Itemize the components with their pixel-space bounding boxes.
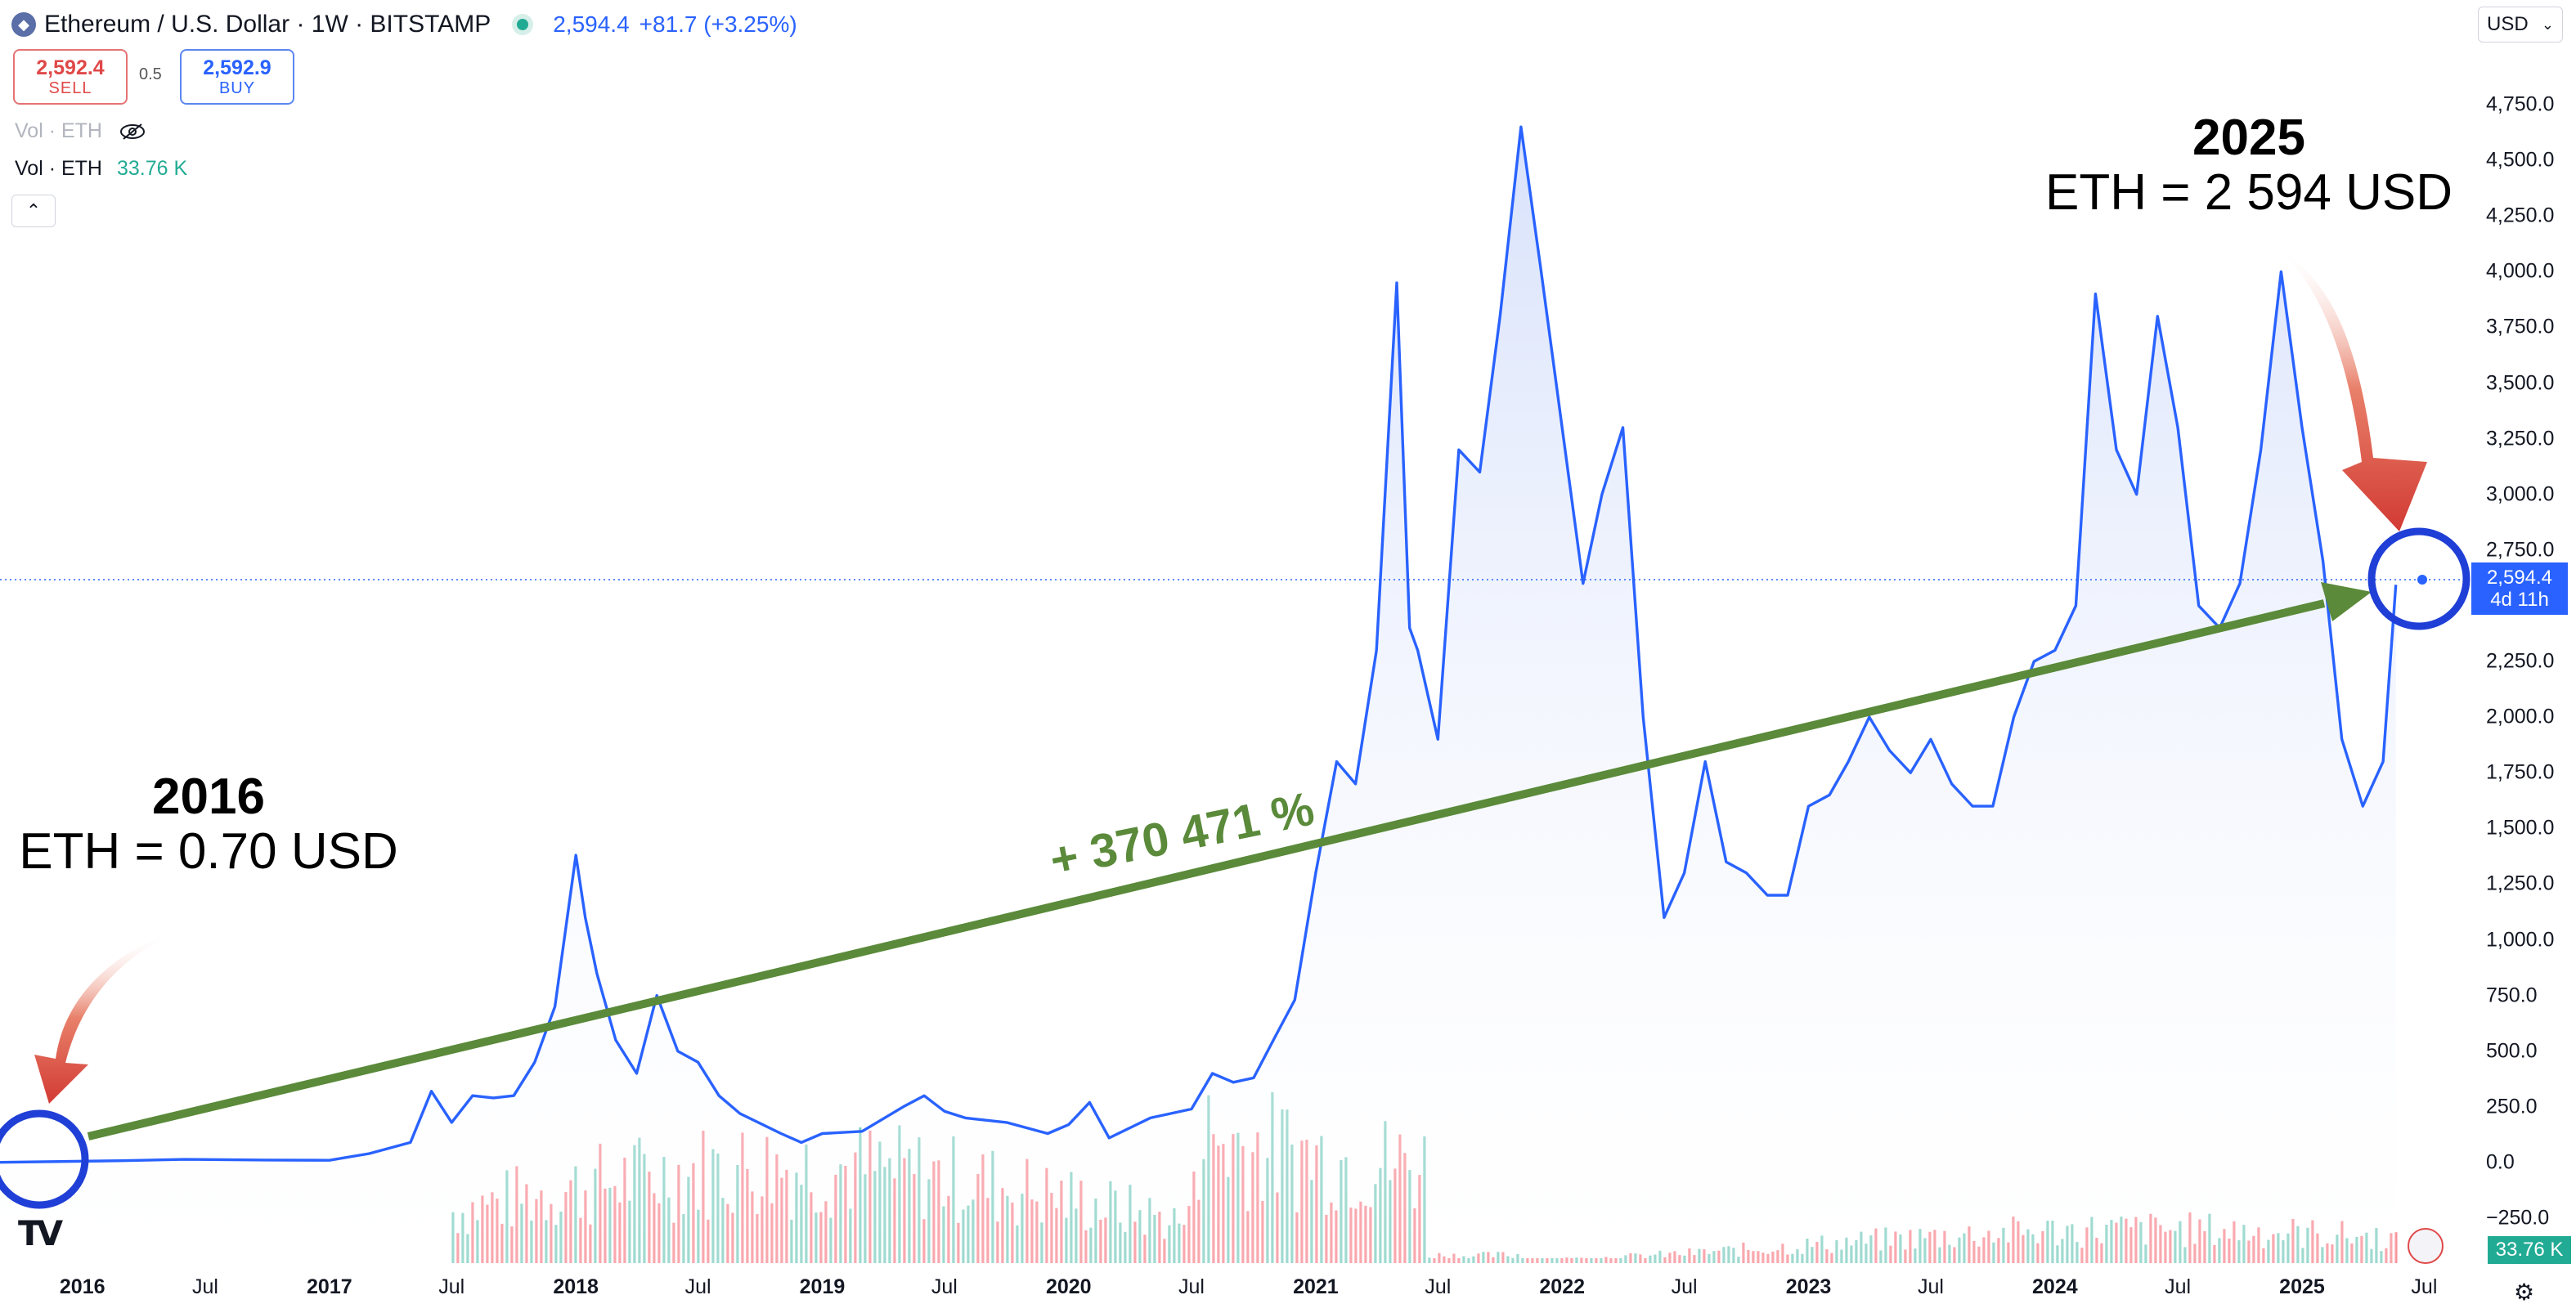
y-tick-label: 2,000.0 <box>2486 705 2555 728</box>
y-tick-label: 1,000.0 <box>2486 928 2555 951</box>
volume-label: Vol · ETH <box>15 157 102 180</box>
y-tick-label: 2,750.0 <box>2486 538 2555 562</box>
trend-arrow-shaft <box>87 599 2326 1140</box>
x-tick-label: Jul <box>2411 1275 2438 1298</box>
tradingview-logo[interactable]: TV <box>18 1213 63 1253</box>
x-tick-label: Jul <box>1178 1275 1205 1298</box>
y-tick-label: 3,750.0 <box>2486 315 2555 338</box>
end-annotation: 2025 ETH = 2 594 USD <box>2036 111 2462 221</box>
end-text: ETH = 2 594 USD <box>2045 164 2453 221</box>
y-tick-label: 1,500.0 <box>2486 816 2555 840</box>
pointer-arrow-left <box>34 932 176 1104</box>
chevron-down-icon: ⌄ <box>2541 16 2554 33</box>
y-tick-label: 250.0 <box>2486 1095 2538 1118</box>
x-tick-label: 2019 <box>799 1275 846 1298</box>
collapse-legend-button[interactable]: ⌃ <box>11 195 56 227</box>
chevron-up-icon: ⌃ <box>25 200 42 221</box>
x-tick-label: Jul <box>1425 1275 1452 1298</box>
sell-button[interactable]: 2,592.4 SELL <box>13 49 128 105</box>
price-line <box>0 125 2398 1164</box>
y-tick-label: 0.0 <box>2486 1150 2515 1174</box>
us-flag-icon <box>2408 1228 2444 1264</box>
x-tick-label: Jul <box>931 1275 958 1298</box>
x-tick-label: 2022 <box>1539 1275 1586 1298</box>
x-tick-label: 2016 <box>59 1275 105 1298</box>
last-price-tag-value: 2,594.4 <box>2486 567 2553 589</box>
volume-legend[interactable]: Vol · ETH 33.76 K <box>15 157 187 181</box>
y-tick-label: 3,250.0 <box>2486 427 2555 450</box>
x-tick-label: 2023 <box>1785 1275 1832 1298</box>
eye-off-icon[interactable] <box>119 123 146 140</box>
x-tick-label: 2017 <box>307 1275 352 1298</box>
buy-price: 2,592.9 <box>203 56 272 79</box>
sell-label: SELL <box>48 79 92 97</box>
hidden-volume-legend[interactable]: Vol · ETH <box>15 119 146 143</box>
y-tick-label: 4,000.0 <box>2486 259 2555 283</box>
sell-price: 2,592.4 <box>36 56 105 79</box>
last-price-tag: 2,594.4 4d 11h <box>2471 562 2568 615</box>
y-tick-label: 3,000.0 <box>2486 482 2555 506</box>
x-tick-label: 2025 <box>2279 1275 2325 1298</box>
x-tick-label: 2020 <box>1045 1275 1092 1298</box>
x-tick-label: Jul <box>1917 1275 1944 1298</box>
currency-value: USD <box>2487 13 2529 35</box>
header-last-price: 2,594.4 <box>553 11 630 37</box>
y-tick-label: 2,250.0 <box>2486 649 2555 673</box>
start-text: ETH = 0.70 USD <box>19 823 398 880</box>
y-tick-label: 1,250.0 <box>2486 872 2555 895</box>
x-tick-label: Jul <box>2165 1275 2192 1298</box>
symbol-label: Ethereum / U.S. Dollar · 1W · BITSTAMP <box>44 11 491 38</box>
y-tick-label: −250.0 <box>2486 1206 2550 1230</box>
buy-label: BUY <box>218 79 256 97</box>
start-annotation: 2016 ETH = 0.70 USD <box>0 770 417 880</box>
buy-button[interactable]: 2,592.9 BUY <box>180 49 294 105</box>
gear-icon[interactable]: ⚙ <box>2514 1279 2535 1305</box>
y-tick-label: 500.0 <box>2486 1039 2538 1063</box>
x-tick-label: Jul <box>1671 1275 1698 1298</box>
x-tick-label: Jul <box>191 1275 218 1298</box>
x-tick-label: 2024 <box>2032 1275 2078 1298</box>
symbol-header[interactable]: ◆ Ethereum / U.S. Dollar · 1W · BITSTAMP… <box>11 7 797 43</box>
x-tick-label: 2018 <box>553 1275 599 1298</box>
start-highlight-circle <box>0 1109 89 1209</box>
pointer-arrow-right <box>2273 245 2427 531</box>
y-tick-label: 4,500.0 <box>2486 148 2555 172</box>
y-tick-label: 1,750.0 <box>2486 760 2555 784</box>
volume-bar <box>2394 1232 2398 1263</box>
price-area <box>0 127 2396 1264</box>
hidden-volume-label: Vol · ETH <box>15 119 102 142</box>
y-tick-label: 4,750.0 <box>2486 92 2555 116</box>
market-open-dot-icon <box>517 19 529 30</box>
x-tick-label: Jul <box>684 1275 711 1298</box>
spread-value: 0.5 <box>139 65 162 83</box>
x-tick-label: Jul <box>438 1275 465 1298</box>
bar-countdown: 4d 11h <box>2490 589 2549 611</box>
volume-tag: 33.76 K <box>2488 1236 2571 1264</box>
end-highlight-circle <box>2367 527 2471 630</box>
y-tick-label: 3,500.0 <box>2486 371 2555 394</box>
y-tick-label: 750.0 <box>2486 984 2538 1007</box>
start-year: 2016 <box>152 769 265 825</box>
last-price-dot <box>2417 575 2427 585</box>
volume-value: 33.76 K <box>116 157 188 180</box>
header-change: +81.7 (+3.25%) <box>639 11 797 37</box>
ethereum-icon: ◆ <box>11 12 36 37</box>
trend-arrow-head <box>2321 582 2372 621</box>
x-tick-label: 2021 <box>1293 1275 1339 1298</box>
currency-select[interactable]: USD ⌄ <box>2478 7 2563 43</box>
end-year: 2025 <box>2192 110 2305 166</box>
y-tick-label: 4,250.0 <box>2486 204 2555 227</box>
